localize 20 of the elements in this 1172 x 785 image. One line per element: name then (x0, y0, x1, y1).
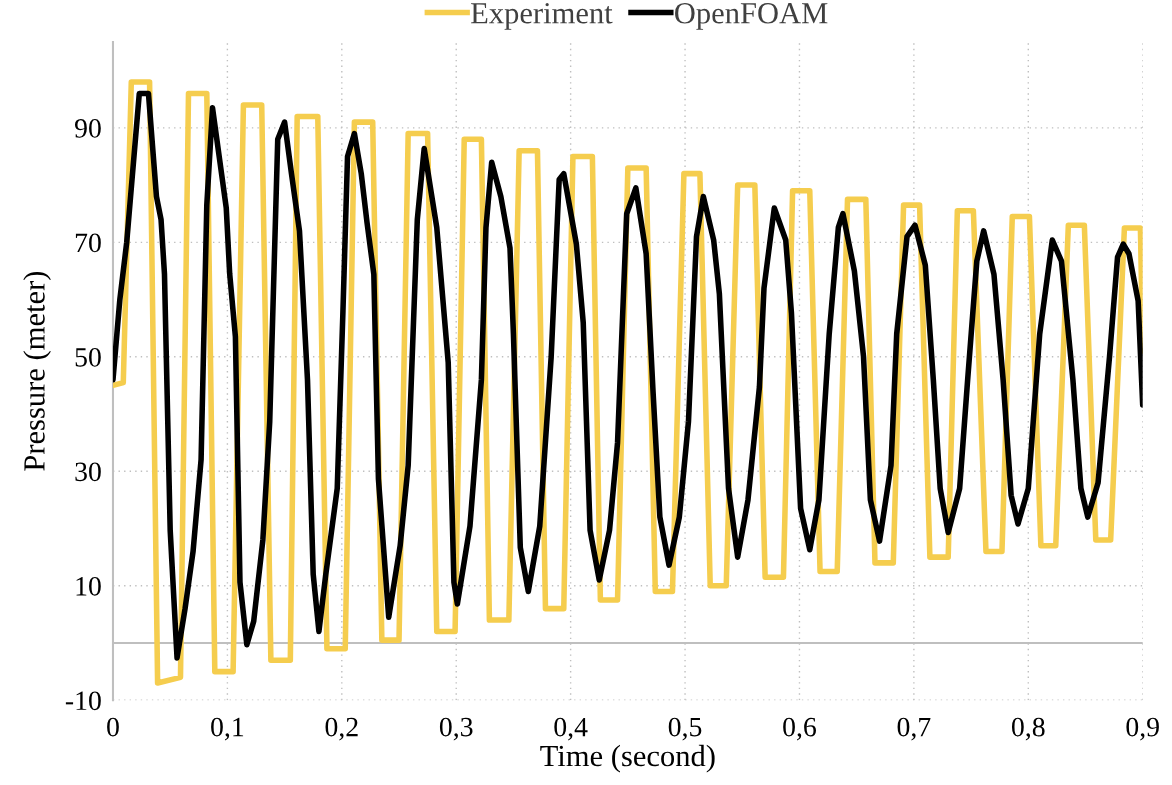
x-tick-label: 0,5 (668, 717, 702, 741)
x-tick-label: 0,7 (897, 717, 931, 741)
x-tick-label: 0,8 (1011, 717, 1045, 741)
legend-label: OpenFOAM (675, 3, 828, 30)
x-tick-label: 0,1 (211, 717, 244, 741)
y-tick-label: -10 (65, 691, 101, 711)
x-tick-label: 0,6 (783, 717, 816, 741)
legend-label: Experiment (471, 3, 613, 30)
y-tick-label: 10 (76, 576, 101, 596)
x-tick-label: 0 (107, 717, 119, 737)
x-tick-label: 0,4 (554, 717, 588, 741)
x-tick-label: 0,3 (439, 717, 473, 741)
x-tick-label: 0,2 (325, 717, 358, 741)
y-tick-label: 30 (75, 462, 101, 482)
y-tick-label: 50 (75, 347, 101, 367)
x-axis-title: Time (second) (540, 744, 715, 773)
x-tick-label: 0,9 (1126, 717, 1159, 741)
y-tick-label: 90 (74, 119, 101, 138)
y-axis-title: Pressure (meter) (23, 271, 51, 471)
y-tick-label: 70 (75, 233, 101, 253)
